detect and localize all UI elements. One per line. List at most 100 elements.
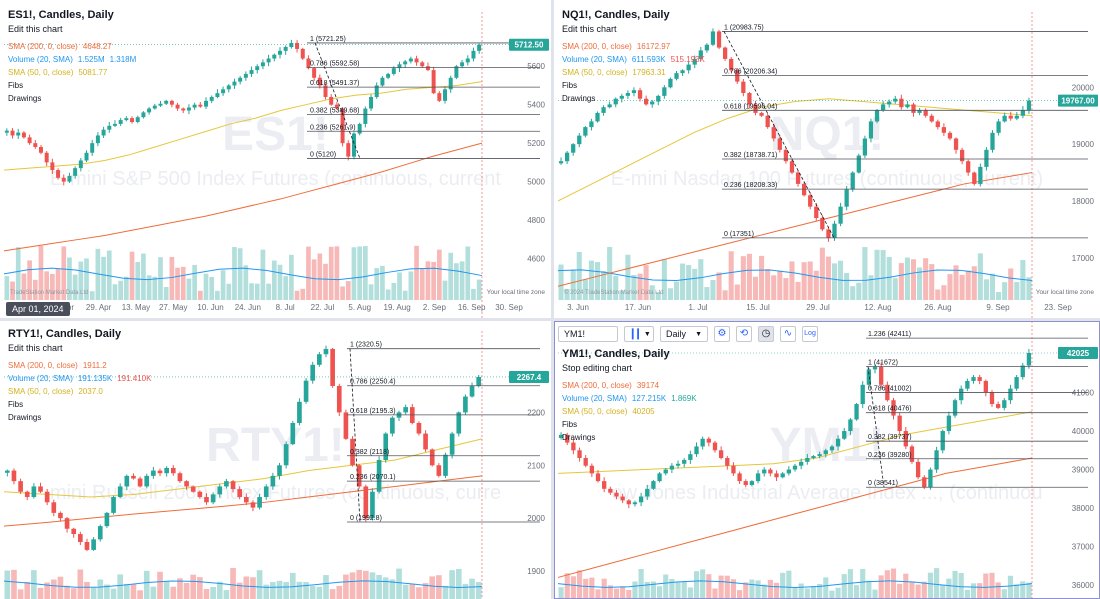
candle-body (718, 450, 724, 458)
y-axis-tick-label: 41000 (1072, 389, 1095, 398)
sma50-legend[interactable]: SMA (50, 0, close) 2037.0 (8, 385, 156, 398)
sma50-value: 2037.0 (78, 387, 103, 396)
candle-body (874, 110, 880, 122)
volume-bar (143, 570, 150, 599)
candle-body (946, 415, 952, 432)
stop-editing-link[interactable]: Stop editing chart (562, 363, 633, 373)
candle-body (190, 486, 196, 492)
symbol-title[interactable]: RTY1!, Candles, Daily (8, 328, 122, 340)
replay-icon[interactable]: ⟲ (736, 326, 752, 342)
chart-pane-es[interactable]: ES1! E-mini S&P 500 Index Futures (contin… (0, 0, 551, 318)
sma200-legend[interactable]: SMA (200, 0, close) 4648.27 (8, 40, 141, 53)
volume-bar (890, 568, 897, 599)
sma50-legend[interactable]: SMA (50, 0, close) 40205 (562, 405, 702, 418)
symbol-search-input[interactable]: YM1! (558, 326, 618, 342)
drawings-legend[interactable]: Drawings (8, 413, 42, 422)
sma200-legend[interactable]: SMA (200, 0, close) 1911.2 (8, 359, 156, 372)
volume-legend[interactable]: Volume (20, SMA) 611.593K 515.193K (562, 53, 710, 66)
x-axis-tick-label: 19. Aug (384, 303, 411, 312)
fib-level-label: 0 (38541) (868, 480, 898, 487)
volume-bar (789, 261, 795, 300)
chart-svg[interactable]: NQ1!E-mini Nasdaq 100 Futures (continuou… (554, 0, 1100, 318)
volume-bar (414, 245, 419, 300)
symbol-title[interactable]: NQ1!, Candles, Daily (562, 9, 670, 21)
edit-chart-link[interactable]: Edit this chart (8, 343, 63, 353)
fibs-legend[interactable]: Fibs (8, 400, 24, 409)
log-scale-button[interactable]: Log (802, 326, 818, 342)
pane-divider-horizontal[interactable] (0, 318, 1100, 321)
candle-body (383, 433, 389, 460)
edit-chart-link[interactable]: Edit this chart (8, 24, 63, 34)
volume-bar (336, 585, 343, 599)
candle-body (477, 44, 482, 51)
candle-body (854, 404, 859, 420)
indicator-icon[interactable]: ∿ (780, 326, 796, 342)
candle-body (637, 90, 643, 99)
candle-body (370, 491, 375, 519)
symbol-title[interactable]: ES1!, Candles, Daily (8, 9, 114, 21)
fib-level-label: 0.618 (5491.37) (310, 80, 359, 87)
candle-body (101, 129, 106, 136)
chart-svg[interactable]: YM1! ow Jones Industrial Average Index ..… (554, 321, 1100, 599)
fib-level-label: 0.382 (18738.71) (724, 152, 777, 159)
fibs-legend[interactable]: Fibs (562, 81, 578, 90)
volume-bar (971, 266, 977, 300)
symbol-title[interactable]: YM1!, Candles, Daily (562, 348, 670, 360)
sma50-label: SMA (50, 0, close) (8, 387, 74, 396)
candle-body (856, 155, 861, 173)
candle-body (643, 98, 649, 105)
candle-body (619, 95, 624, 99)
candle-body (463, 396, 468, 413)
chart-pane-ym[interactable]: YM1! ow Jones Industrial Average Index ..… (554, 321, 1100, 599)
fib-level-label: 1 (2320.5) (350, 342, 382, 349)
fibs-legend[interactable]: Fibs (8, 81, 24, 90)
candle-body (710, 31, 716, 45)
chart-pane-rty[interactable]: RTY1! mini Russell 2000 Index Futures (co… (0, 321, 551, 599)
volume-bar (841, 574, 847, 599)
volume-bar (964, 589, 970, 599)
chart-style-button[interactable]: ┃┃ ▼ (624, 326, 654, 342)
interval-select[interactable]: Daily ▼ (660, 326, 708, 342)
volume-bar (675, 582, 681, 599)
volume-legend[interactable]: Volume (20, SMA) 1.525M 1.318M (8, 53, 141, 66)
volume-bar (135, 262, 141, 300)
sma50-legend[interactable]: SMA (50, 0, close) 17963.31 (562, 66, 710, 79)
gear-icon[interactable]: ⚙ (714, 326, 730, 342)
candle-body (747, 93, 752, 105)
clock-icon[interactable]: ◷ (758, 326, 774, 342)
chart-pane-nq[interactable]: NQ1! E-mini Nasdaq 100 Futures (continuou… (554, 0, 1100, 318)
drawings-legend[interactable]: Drawings (562, 433, 596, 442)
chart-svg[interactable]: RTY1!mini Russell 2000 Index Futures (co… (0, 321, 551, 599)
candle-body (323, 85, 328, 97)
candle-body (18, 481, 23, 492)
sma50-legend[interactable]: SMA (50, 0, close) 5081.77 (8, 66, 141, 79)
edit-chart-link[interactable]: Edit this chart (562, 24, 617, 34)
volume-legend[interactable]: Volume (20, SMA) 191.135K 191.410K (8, 372, 156, 385)
candle-body (334, 104, 339, 109)
sma200-legend[interactable]: SMA (200, 0, close) 39174 (562, 379, 702, 392)
fibs-legend[interactable]: Fibs (562, 420, 578, 429)
volume-bar (835, 587, 841, 599)
volume-bar (296, 581, 303, 599)
volume-sma-line (557, 269, 1033, 282)
candle-body (577, 135, 582, 145)
candle-body (152, 105, 157, 109)
watermark-description: E-mini Nasdaq 100 Futures (continuous, c… (611, 168, 1043, 190)
candle-body (131, 475, 136, 479)
volume-bar (1026, 582, 1032, 599)
volume-bar (260, 249, 266, 300)
pane-divider-vertical[interactable] (551, 0, 554, 599)
volume-bar (209, 276, 215, 300)
volume-legend[interactable]: Volume (20, SMA) 127.215K 1.869K (562, 392, 702, 405)
candle-body (686, 64, 691, 71)
x-axis-tick-label: 16. Sep (458, 303, 486, 312)
candle-body (11, 470, 17, 482)
drawings-legend[interactable]: Drawings (8, 94, 42, 103)
sma200-legend[interactable]: SMA (200, 0, close) 16172.97 (562, 40, 710, 53)
drawings-legend[interactable]: Drawings (562, 94, 596, 103)
volume-bar (570, 576, 576, 599)
candle-body (680, 70, 685, 74)
candle-body (343, 412, 349, 439)
chart-svg[interactable]: ES1! E-mini S&P 500 Index Futures (contin… (0, 0, 551, 318)
candle-body (835, 438, 841, 447)
